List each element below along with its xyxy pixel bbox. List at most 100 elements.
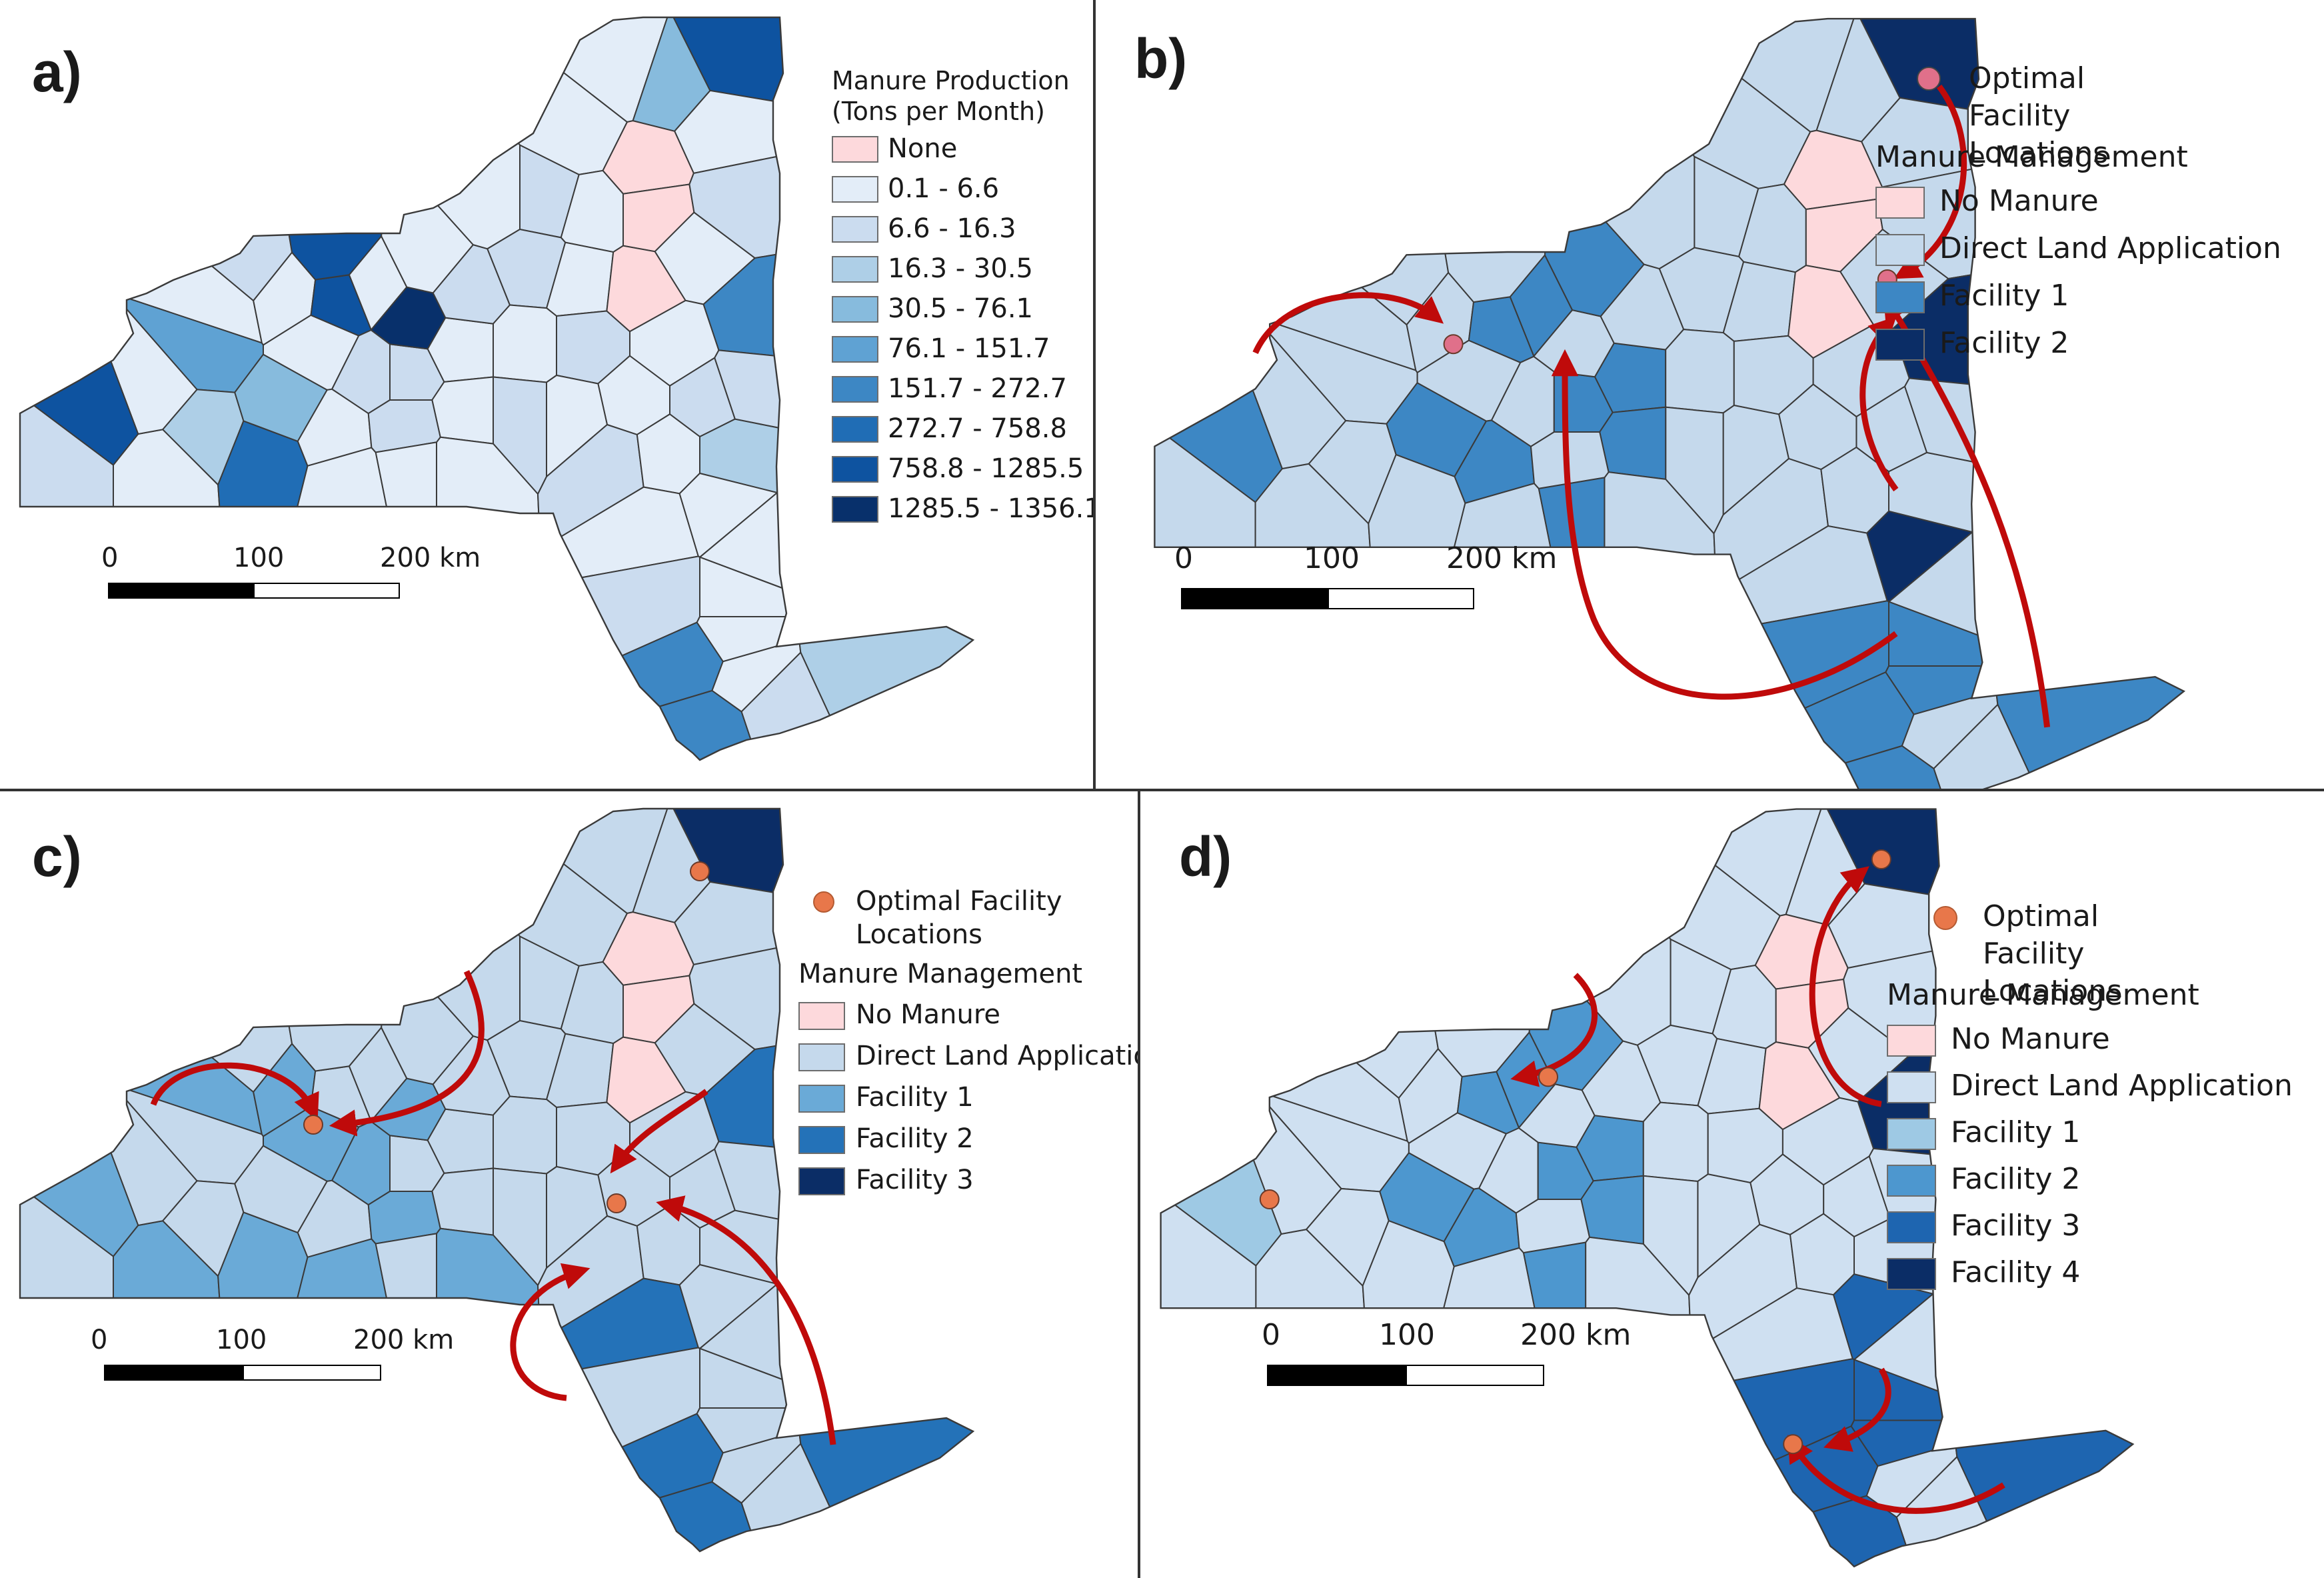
divider-vertical-bottom [1138,790,1140,1578]
legend-label: 272.7 - 758.8 [888,413,1067,444]
legend-label: Facility 2 [856,1123,974,1154]
legend-row: Facility 4 [1887,1253,2199,1299]
legend-row: 758.8 - 1285.5 [832,451,1084,491]
legend-label: No Manure [1951,1022,2110,1056]
flow-arrow [1252,292,1444,355]
legend-row: Facility 2 [798,1121,1082,1162]
county [1604,471,1718,789]
facility-marker [690,861,710,881]
scale-tick-100: 100 [233,543,285,573]
scale-tick-0: 0 [1262,1318,1280,1352]
county [1580,1175,1644,1245]
flow-arrow [1823,1367,1891,1452]
legend-swatch [832,176,878,203]
legend-c-mgmt-title: Manure Management [798,959,1083,989]
legend-b-items: No Manure Direct Land Application Facility… [1875,181,2281,371]
legend-d-items: No Manure Direct Land Application Facility… [1887,1019,2293,1299]
scale-bar-black [1181,588,1329,609]
panel-b-label: b) [1134,27,1188,90]
scale-bar-black [104,1365,244,1381]
legend-label: 30.5 - 76.1 [888,293,1033,324]
legend-swatch [1887,1025,1936,1057]
map-c [19,807,975,1553]
county [1368,453,1466,789]
legend-label: Facility 1 [1939,279,2069,313]
legend-b-facility-line1: Optimal Facility [1969,61,2085,133]
scale-bar-white [1328,588,1474,609]
county [1642,1101,1709,1183]
county [396,689,772,760]
county [1995,481,2184,789]
flow-arrow [656,1195,836,1445]
legend-swatch [798,1085,845,1113]
panel-d-four-facilities: d) Optimal Facility Locations Manure Man… [1140,791,2324,1578]
legend-c-items: No Manure Direct Land Application Facility… [798,997,1138,1203]
legend-row: No Manure [1875,181,2188,229]
flow-arrow [610,1089,708,1174]
legend-label: 758.8 - 1285.5 [888,453,1084,484]
legend-row: Direct Land Application [1875,229,2281,276]
legend-row: 0.1 - 6.6 [832,171,1070,211]
legend-swatch [832,336,878,363]
legend-swatch [832,376,878,403]
legend-swatch [1887,1165,1936,1197]
facility-marker [303,1115,323,1135]
legend-swatch [832,256,878,283]
scale-tick-200: 200 km [1446,541,1558,575]
legend-row: Facility 1 [1887,1113,2199,1159]
scalebar-b: 0 100 200 km [1174,541,1557,615]
legend-label: Facility 3 [1951,1209,2081,1243]
panel-d-label: d) [1179,825,1232,888]
legend-label: Direct Land Application [856,1041,1138,1071]
legend-d-mgmt-title: Manure Management [1887,978,2199,1012]
facility-marker [1259,1189,1280,1210]
legend-c-facility-entry: Optimal Facility Locations [798,885,1082,955]
legend-swatch [798,1167,845,1195]
legend-swatch [832,216,878,243]
legend-swatch [832,416,878,443]
legend-row: Facility 2 [1875,323,2188,371]
panel-a-manure-production: a) Manure Production (Tons per Month) No… [0,0,1093,789]
legend-swatch [1875,187,1925,219]
scale-bar-black [108,583,255,599]
legend-d-facility-line2: Locations [1983,974,2123,1008]
legend-label: Facility 2 [1951,1162,2081,1196]
legend-row: 16.3 - 30.5 [832,251,1070,291]
county [1599,406,1667,481]
legend-row: Direct Land Application [1887,1066,2293,1113]
divider-vertical-top [1093,0,1096,790]
scale-tick-200: 200 km [380,543,481,573]
legend-swatch [798,1043,845,1071]
legend-row: Facility 1 [798,1079,1082,1121]
flow-arrow [150,1062,319,1121]
legend-swatch [1875,329,1925,361]
legend-swatch [1887,1118,1936,1150]
scale-bar-black [1267,1365,1407,1386]
legend-row: 151.7 - 272.7 [832,371,1070,411]
legend-d-facility-line1: Optimal Facility [1983,899,2099,971]
scalebar-a: 0 100 200 km [101,543,481,609]
legend-row: Direct Land Application [798,1038,1138,1079]
legend-label: 151.7 - 272.7 [888,373,1067,404]
flow-arrow [1551,349,1898,700]
legend-label: Direct Land Application [1951,1069,2293,1103]
flow-arrow [1809,866,1882,1107]
county [1585,1236,1692,1538]
legend-row: Facility 1 [1875,276,2188,323]
legend-row: No Manure [1887,1019,2199,1066]
county [436,436,541,732]
scale-bar-white [243,1365,381,1381]
legend-row: Facility 3 [1887,1206,2199,1253]
legend-swatch [798,1002,845,1030]
legend-label: Facility 2 [1939,326,2069,360]
legend-a-items: None 0.1 - 6.6 6.6 - 16.3 16.3 - 30.5 30.5 -… [832,131,1093,531]
county [431,1167,494,1236]
legend-row: No Manure [798,997,1082,1038]
scale-tick-100: 100 [1379,1318,1435,1352]
legend-swatch [832,496,878,523]
facility-marker-icon [813,891,834,913]
facility-marker [606,1193,626,1213]
state-outline [1154,17,2186,789]
county [367,1191,441,1245]
scale-tick-100: 100 [1304,541,1360,575]
